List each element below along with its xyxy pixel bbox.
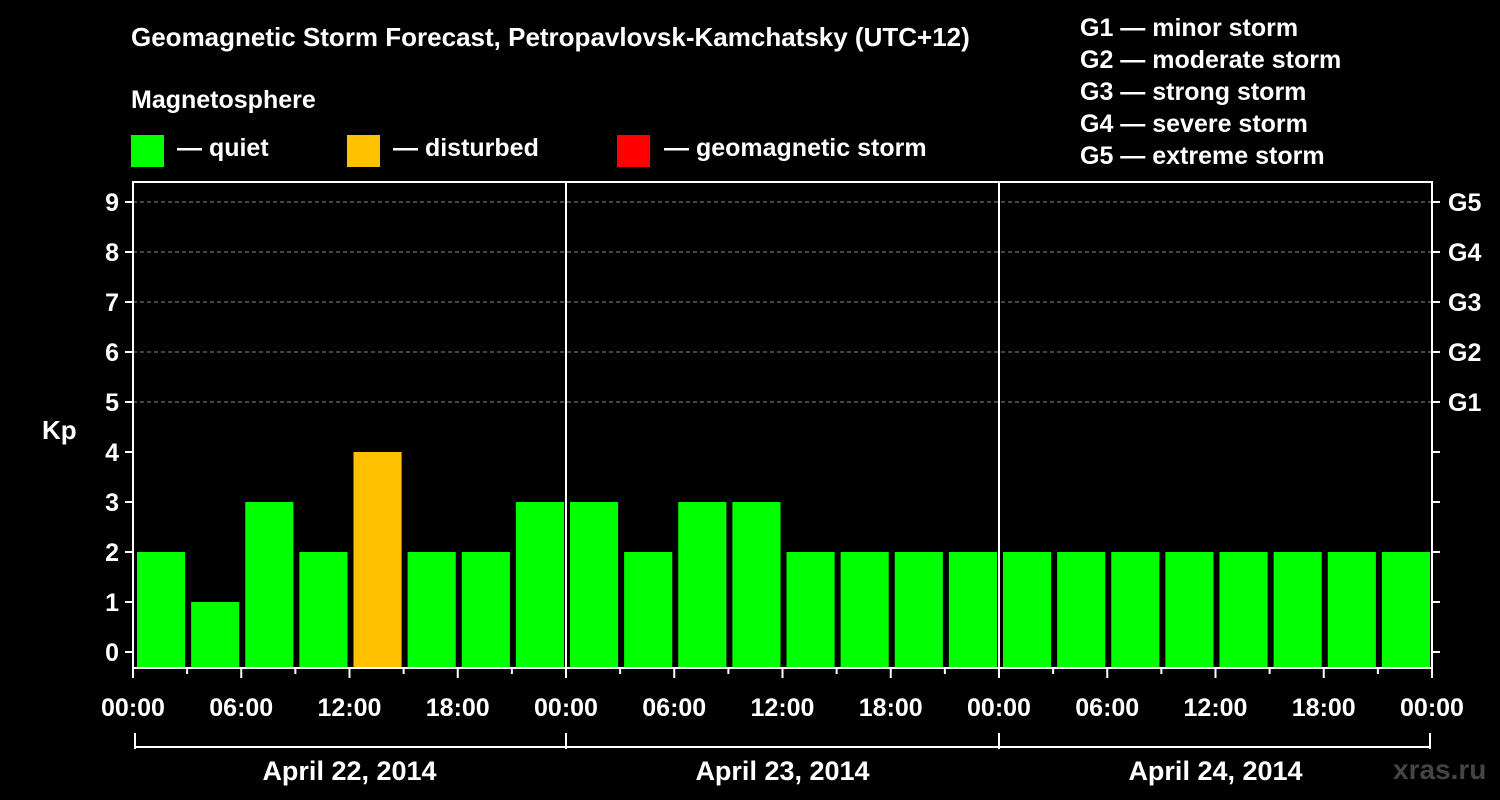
bar-17 — [1057, 552, 1106, 668]
right-label-g2: G2 — [1448, 339, 1481, 367]
bar-1 — [191, 602, 240, 668]
bar-2 — [245, 502, 294, 668]
bar-15 — [948, 552, 997, 668]
right-label-g3: G3 — [1448, 289, 1481, 317]
bar-5 — [407, 552, 456, 668]
bar-13 — [840, 552, 889, 668]
bar-21 — [1273, 552, 1322, 668]
bar-12 — [786, 552, 835, 668]
storm-level-g5: G5 — extreme storm — [1080, 142, 1325, 170]
grid-layer — [133, 201, 1432, 403]
y-tick-label-9: 9 — [105, 189, 119, 217]
y-tick-label-3: 3 — [105, 489, 119, 517]
bar-22 — [1327, 552, 1376, 668]
bar-10 — [678, 502, 727, 668]
x-tick-label-10: 12:00 — [1184, 694, 1248, 722]
bar-19 — [1165, 552, 1214, 668]
chart-title: Geomagnetic Storm Forecast, Petropavlovs… — [131, 22, 970, 52]
bar-3 — [299, 552, 348, 668]
storm-level-g3: G3 — strong storm — [1080, 78, 1307, 106]
labels-layer: 0 1 2 3 4 5 6 7 8 9 G1 G2 G3 G4 G5 Kp 00:00 06:00 12:00 18:… — [42, 189, 1481, 786]
storm-level-g1: G1 — minor storm — [1080, 14, 1299, 42]
bar-11 — [732, 502, 781, 668]
y-axis-label: Kp — [42, 415, 77, 445]
x-tick-label-2: 12:00 — [318, 694, 382, 722]
bar-16 — [1003, 552, 1052, 668]
y-tick-label-8: 8 — [105, 239, 119, 267]
day-label-2: April 24, 2014 — [1128, 756, 1302, 786]
legend-label-disturbed: — disturbed — [393, 134, 539, 162]
y-tick-label-4: 4 — [105, 439, 119, 467]
x-tick-label-0: 00:00 — [101, 694, 165, 722]
storm-level-g2: G2 — moderate storm — [1080, 46, 1342, 74]
right-label-g5: G5 — [1448, 189, 1481, 217]
day-label-0: April 22, 2014 — [262, 756, 436, 786]
bar-18 — [1111, 552, 1160, 668]
x-tick-label-12: 00:00 — [1400, 694, 1464, 722]
bar-6 — [461, 552, 510, 668]
storm-level-g4: G4 — severe storm — [1080, 110, 1308, 138]
bar-14 — [894, 552, 943, 668]
right-label-g1: G1 — [1448, 389, 1481, 417]
x-tick-label-1: 06:00 — [209, 694, 273, 722]
x-tick-label-8: 00:00 — [967, 694, 1031, 722]
bar-23 — [1381, 552, 1430, 668]
x-tick-label-3: 18:00 — [426, 694, 490, 722]
bar-8 — [570, 502, 619, 668]
bar-20 — [1219, 552, 1268, 668]
y-tick-label-5: 5 — [105, 389, 119, 417]
legend-swatch-quiet — [131, 135, 164, 167]
y-tick-label-6: 6 — [105, 339, 119, 367]
day-label-1: April 23, 2014 — [695, 756, 869, 786]
x-tick-label-4: 00:00 — [534, 694, 598, 722]
y-tick-label-1: 1 — [105, 589, 119, 617]
watermark: xras.ru — [1393, 754, 1487, 785]
axes-layer — [125, 181, 1440, 749]
y-tick-label-0: 0 — [105, 639, 119, 667]
bar-4 — [353, 452, 402, 668]
y-tick-label-7: 7 — [105, 289, 119, 317]
legend-label-quiet: — quiet — [177, 134, 269, 162]
y-tick-label-2: 2 — [105, 539, 119, 567]
bar-0 — [137, 552, 186, 668]
x-tick-label-9: 06:00 — [1075, 694, 1139, 722]
bar-9 — [624, 552, 673, 668]
right-label-g4: G4 — [1448, 239, 1481, 267]
x-tick-label-7: 18:00 — [859, 694, 923, 722]
x-tick-label-6: 12:00 — [751, 694, 815, 722]
legend-title: Magnetosphere — [131, 86, 316, 114]
legend-label-storm: — geomagnetic storm — [664, 134, 927, 162]
legend-swatch-storm — [617, 135, 650, 167]
x-tick-label-11: 18:00 — [1292, 694, 1356, 722]
bars-layer — [137, 452, 1430, 668]
legend-swatch-disturbed — [347, 135, 380, 167]
x-tick-label-5: 06:00 — [642, 694, 706, 722]
bar-7 — [515, 502, 564, 668]
